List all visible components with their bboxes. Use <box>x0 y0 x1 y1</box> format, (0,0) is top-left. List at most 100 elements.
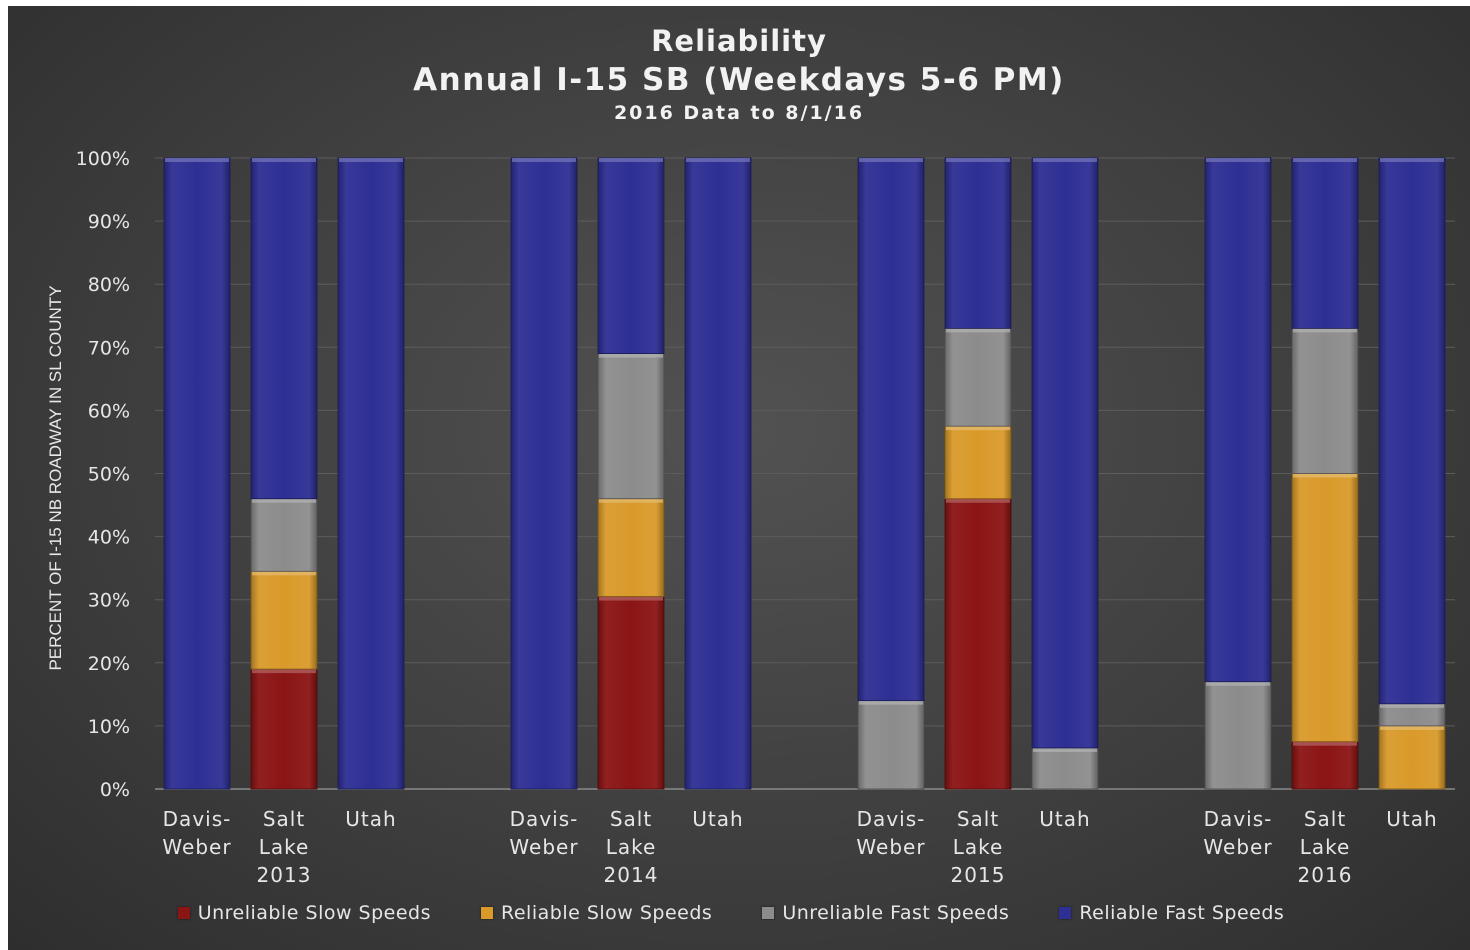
legend-swatch <box>177 907 190 919</box>
y-tick-label: 90% <box>88 211 130 233</box>
bar-segment-reliable-fast-speeds <box>1291 157 1359 329</box>
bar-segment-reliable-fast-speeds <box>510 157 578 790</box>
bar-segment-highlight <box>859 158 923 162</box>
bar-segment-highlight <box>339 158 403 162</box>
x-category-label: Davis- <box>510 807 579 831</box>
legend-item: Reliable Fast Speeds <box>1059 902 1284 924</box>
bar-segment-unreliable-slow-speeds <box>597 596 665 790</box>
x-category-label: Davis- <box>163 807 232 831</box>
bar-segment-unreliable-fast-speeds <box>1031 747 1099 790</box>
bar-segment-reliable-slow-speeds <box>1291 473 1359 743</box>
bar-segment-highlight <box>599 158 663 162</box>
bar-segment-reliable-fast-speeds <box>1204 157 1272 683</box>
bar-segment-unreliable-slow-speeds <box>944 498 1012 790</box>
bar-segment-highlight <box>252 571 316 576</box>
x-category-label: Utah <box>1386 807 1437 831</box>
legend-label: Unreliable Slow Speeds <box>197 902 432 924</box>
bar-segment-highlight <box>1206 681 1270 686</box>
y-tick-label: 80% <box>88 274 130 296</box>
chart-legend: Unreliable Slow Speeds Reliable Slow Spee… <box>0 902 1462 924</box>
bar-segment-highlight <box>686 158 750 162</box>
bar-segment-highlight <box>1206 158 1270 162</box>
y-tick-label: 30% <box>88 590 130 612</box>
chart-title-block: Reliability Annual I-15 SB (Weekdays 5-6… <box>8 24 1470 124</box>
bar-segment-highlight <box>1033 158 1097 162</box>
x-group-year-label: 2013 <box>257 863 312 887</box>
legend-swatch <box>481 907 494 919</box>
bar-segment-highlight <box>1380 703 1444 708</box>
bar-segment-unreliable-fast-speeds <box>597 353 665 500</box>
legend-label: Reliable Slow Speeds <box>501 902 713 924</box>
bar-segment-highlight <box>1033 747 1097 752</box>
bar-segment-highlight <box>1293 328 1357 333</box>
chart-note: 2016 Data to 8/1/16 <box>613 102 865 124</box>
x-category-label: Weber <box>162 835 231 859</box>
legend-label: Unreliable Fast Speeds <box>782 902 1010 924</box>
legend-item: Reliable Slow Speeds <box>481 902 712 924</box>
y-tick-label: 50% <box>88 464 130 486</box>
legend-item: Unreliable Fast Speeds <box>762 902 1009 924</box>
y-tick-label: 100% <box>76 148 130 170</box>
legend-label: Reliable Fast Speeds <box>1079 902 1285 924</box>
bar-segment-unreliable-fast-speeds <box>944 327 1012 427</box>
bar-segment-highlight <box>946 498 1010 503</box>
x-category-label: Salt <box>263 807 305 831</box>
legend-item: Unreliable Slow Speeds <box>177 902 432 924</box>
bar-segment-highlight <box>165 158 229 162</box>
x-category-label: Utah <box>692 807 743 831</box>
bar-segment-reliable-fast-speeds <box>1031 157 1099 749</box>
x-category-label: Salt <box>957 807 999 831</box>
x-category-label: Salt <box>610 807 652 831</box>
bar-segment-reliable-slow-speeds <box>944 425 1012 500</box>
bar-segment-highlight <box>252 669 316 674</box>
bar-segment-highlight <box>1293 741 1357 746</box>
bar-segment-highlight <box>252 158 316 162</box>
x-category-label: Utah <box>345 807 396 831</box>
x-category-label: Davis- <box>857 807 926 831</box>
x-category-label: Weber <box>1203 835 1272 859</box>
x-category-label: Weber <box>509 835 578 859</box>
x-group-year-label: 2015 <box>951 863 1006 887</box>
x-category-label: Lake <box>953 835 1004 859</box>
bar-segment-reliable-slow-speeds <box>1378 725 1446 790</box>
x-category-label: Lake <box>259 835 310 859</box>
legend-swatch <box>762 907 775 919</box>
bar-segment-highlight <box>1380 158 1444 162</box>
bar-segment-unreliable-fast-speeds <box>250 498 318 572</box>
bar-segment-highlight <box>946 426 1010 431</box>
bar-segment-reliable-fast-speeds <box>250 157 318 500</box>
bar-segment-highlight <box>252 498 316 503</box>
bar-segment-unreliable-fast-speeds <box>857 700 925 790</box>
bar-segment-highlight <box>1293 158 1357 162</box>
bar-segment-reliable-fast-speeds <box>1378 157 1446 705</box>
bar-segment-unreliable-slow-speeds <box>1291 741 1359 790</box>
bar-segment-reliable-fast-speeds <box>684 157 752 790</box>
bar-segment-unreliable-slow-speeds <box>250 668 318 790</box>
legend-swatch <box>1059 907 1072 919</box>
y-tick-label: 60% <box>88 400 130 422</box>
bar-segment-highlight <box>599 596 663 601</box>
bar-segment-reliable-fast-speeds <box>163 157 231 790</box>
bar-segment-reliable-fast-speeds <box>857 157 925 702</box>
bar-segment-reliable-slow-speeds <box>250 570 318 670</box>
bar-segment-highlight <box>599 498 663 503</box>
y-tick-label: 70% <box>88 337 130 359</box>
y-tick-label: 0% <box>100 779 130 801</box>
bar-segment-highlight <box>859 700 923 705</box>
bar-segment-highlight <box>946 328 1010 333</box>
y-tick-label: 20% <box>88 653 130 675</box>
y-tick-label: 40% <box>88 527 130 549</box>
bar-segment-reliable-fast-speeds <box>944 157 1012 329</box>
bar-segment-unreliable-fast-speeds <box>1204 681 1272 790</box>
bar-segment-highlight <box>599 353 663 358</box>
chart-title: Reliability <box>651 24 827 58</box>
x-category-label: Lake <box>606 835 657 859</box>
chart-subtitle: Annual I-15 SB (Weekdays 5-6 PM) <box>413 62 1065 98</box>
bar-segment-reliable-slow-speeds <box>597 498 665 597</box>
x-group-year-label: 2014 <box>604 863 659 887</box>
bar-segment-highlight <box>1380 725 1444 730</box>
y-tick-label: 10% <box>88 716 130 738</box>
bar-segment-highlight <box>946 158 1010 162</box>
x-category-label: Weber <box>856 835 925 859</box>
